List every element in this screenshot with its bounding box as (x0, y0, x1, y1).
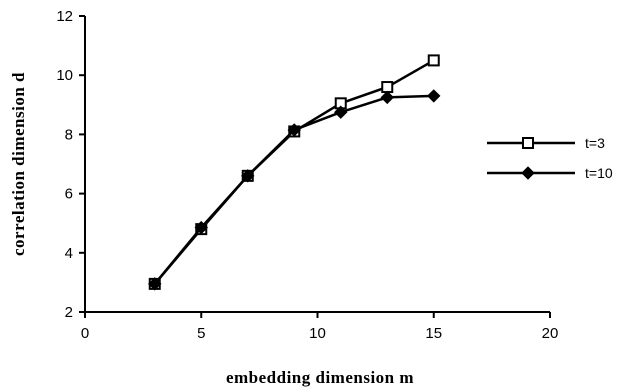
legend-item: t=10 (487, 165, 613, 181)
data-point (427, 54, 440, 67)
y-axis-label: correlation dimension d (9, 72, 28, 256)
legend-marker (521, 166, 535, 180)
y-tick-label: 10 (56, 67, 73, 84)
x-tick-label: 0 (81, 325, 89, 342)
legend: t=3 t=10 (487, 135, 613, 181)
data-point (148, 277, 162, 291)
x-tick-label: 10 (309, 325, 326, 342)
x-tick-label: 5 (197, 325, 205, 342)
x-tick-label: 15 (425, 325, 442, 342)
data-point (241, 169, 255, 183)
legend-label: t=10 (585, 165, 613, 181)
series (148, 54, 441, 291)
legend-item: t=3 (487, 135, 605, 151)
legend-marker (522, 137, 534, 149)
data-point (287, 123, 301, 137)
series-t=10 (148, 89, 441, 291)
y-tick-label: 4 (65, 245, 73, 262)
data-point (334, 105, 348, 119)
series-line (153, 59, 435, 285)
y-tick-label: 2 (65, 304, 73, 321)
x-axis-label: embedding dimension m (226, 368, 414, 387)
y-tick-label: 12 (56, 8, 73, 25)
y-tick-label: 6 (65, 186, 73, 203)
x-tick-label: 20 (542, 325, 559, 342)
tick-labels: 2 4 6 8 10 12 0 5 10 15 20 (56, 8, 558, 342)
data-point (380, 90, 394, 105)
y-tick-label: 8 (65, 126, 73, 143)
legend-label: t=3 (585, 135, 605, 151)
ticks (79, 15, 551, 318)
data-point (194, 220, 208, 235)
data-point (427, 89, 441, 103)
data-point (381, 81, 394, 94)
series-t=3 (148, 54, 440, 290)
axes (84, 16, 550, 313)
